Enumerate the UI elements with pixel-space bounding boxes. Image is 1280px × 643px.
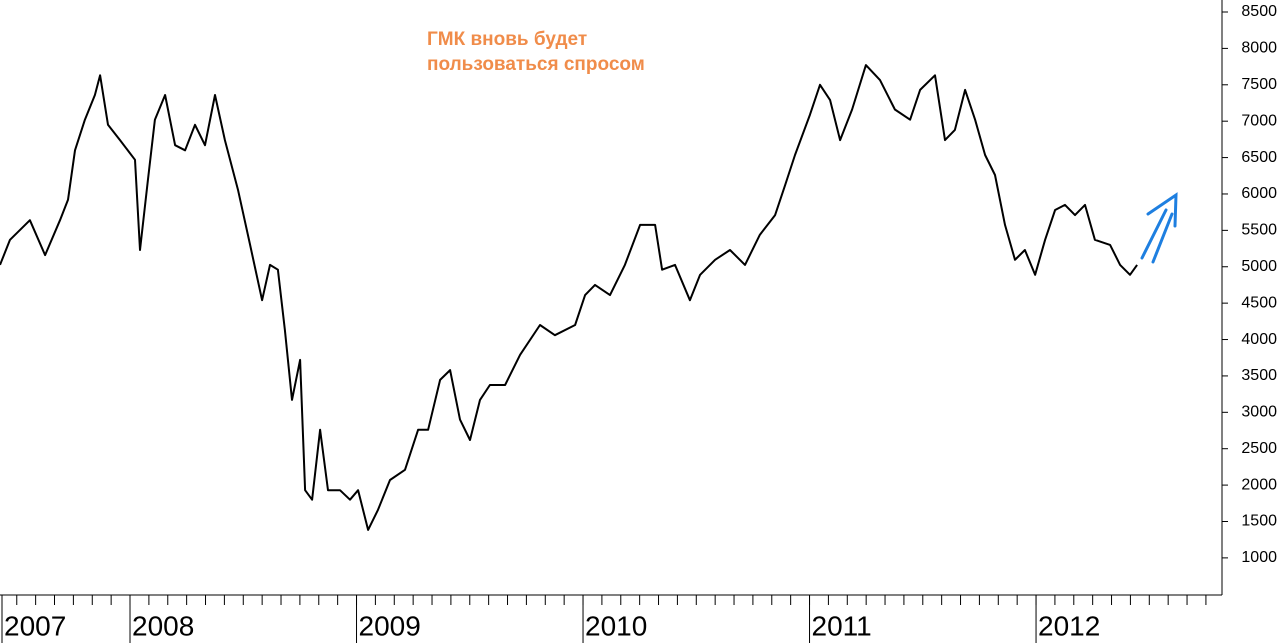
arrow	[1140, 192, 1178, 264]
y-tick-label: 8000	[1241, 40, 1277, 57]
x-tick-label: 2008	[132, 610, 194, 641]
y-tick-label: 4500	[1241, 294, 1277, 311]
y-tick-label: 4000	[1241, 331, 1277, 348]
y-tick-label: 6500	[1241, 149, 1277, 166]
x-tick-label: 2007	[4, 610, 66, 641]
y-tick-label: 7000	[1241, 112, 1277, 129]
y-tick-label: 1500	[1241, 513, 1277, 530]
price-line	[0, 64, 1138, 531]
y-tick-label: 2000	[1241, 476, 1277, 493]
y-tick-label: 5000	[1241, 258, 1277, 275]
x-tick-label: 2012	[1038, 610, 1100, 641]
x-tick-label: 2011	[812, 610, 872, 641]
y-tick-label: 2500	[1241, 440, 1277, 457]
y-tick-label: 1000	[1241, 549, 1277, 566]
x-tick-label: 2010	[585, 610, 647, 641]
annotation: ГМК вновь будет	[427, 29, 587, 50]
y-tick-label: 3500	[1241, 367, 1277, 384]
y-tick-label: 3000	[1241, 404, 1277, 421]
x-tick-label: 2009	[359, 610, 421, 641]
y-tick-label: 8500	[1241, 3, 1277, 20]
y-tick-label: 6000	[1241, 185, 1277, 202]
y-tick-label: 5500	[1241, 222, 1277, 239]
annotation: пользоваться спросом	[427, 54, 645, 75]
y-tick-label: 7500	[1241, 76, 1277, 93]
